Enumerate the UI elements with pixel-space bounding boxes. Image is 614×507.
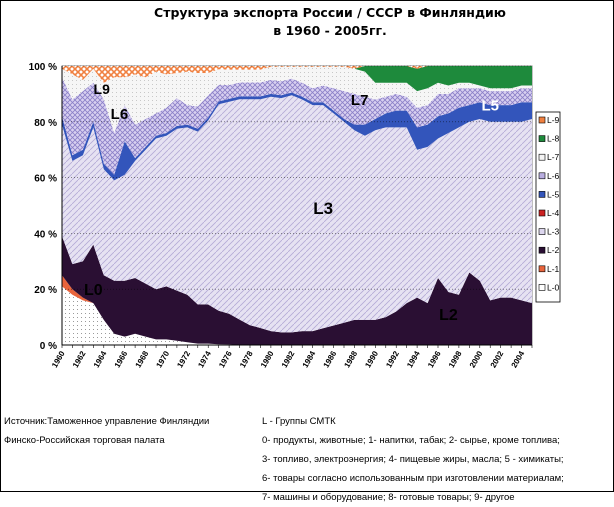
source-line: Источник:Таможенное управление Финляндии xyxy=(4,416,210,427)
group-legend-line: 7- машины и оборудование; 8- готовые тов… xyxy=(262,492,515,503)
legend-swatch-l-4 xyxy=(538,209,546,217)
group-legend-line: 0- продукты, животные; 1- напитки, табак… xyxy=(262,435,560,446)
legend-label-l-8: L-8 xyxy=(547,134,560,144)
x-tick-label: 1992 xyxy=(384,349,401,369)
legend-swatch-l-7 xyxy=(538,153,546,161)
annotation-l9: L9 xyxy=(94,81,111,97)
x-tick-label: 2002 xyxy=(489,349,506,369)
y-tick-label: 100 % xyxy=(29,62,57,73)
x-tick-label: 1960 xyxy=(50,349,67,369)
source-line: Финско-Российская торговая палата xyxy=(4,435,165,446)
x-tick-label: 1970 xyxy=(154,349,171,369)
legend-swatch-l-9 xyxy=(538,116,546,124)
annotation-l5: L5 xyxy=(481,98,499,115)
group-legend-title: L - Группы СМТК xyxy=(262,416,336,427)
y-tick-label: 40 % xyxy=(34,229,57,240)
area-l-5 xyxy=(62,92,532,181)
x-tick-label: 1984 xyxy=(301,349,318,369)
x-tick-label: 1998 xyxy=(447,349,464,369)
source-note: Источник:Таможенное управление Финляндии… xyxy=(4,412,209,450)
area-l-8 xyxy=(62,66,532,92)
annotation-l7: L7 xyxy=(351,92,369,109)
x-tick-label: 1988 xyxy=(342,349,359,369)
legend-swatch-l-8 xyxy=(538,135,546,142)
area-l-6 xyxy=(62,77,532,175)
group-legend-line: 3- топливо, электроэнергия; 4- пищевые ж… xyxy=(262,454,564,465)
y-tick-label: 20 % xyxy=(34,285,57,296)
x-tick-label: 1980 xyxy=(259,349,276,369)
legend-label-l-1: L-1 xyxy=(547,264,560,274)
x-tick-label: 1996 xyxy=(426,349,443,369)
legend-label-l-7: L-7 xyxy=(547,152,560,162)
y-tick-label: 60 % xyxy=(34,174,57,185)
x-tick-label: 1972 xyxy=(175,349,192,369)
x-tick-label: 1974 xyxy=(196,349,213,369)
x-tick-label: 1964 xyxy=(92,349,109,369)
area-l-9 xyxy=(62,66,532,83)
area-l-2 xyxy=(62,236,532,345)
legend-swatch-l-3 xyxy=(538,228,546,235)
legend-label-l-9: L-9 xyxy=(547,115,560,125)
chart-title: Структура экспорта России / СССР в Финля… xyxy=(154,5,506,38)
legend-swatch-l-5 xyxy=(538,191,546,198)
x-tick-label: 1986 xyxy=(322,349,339,369)
legend-label-l-5: L-5 xyxy=(547,189,560,199)
y-tick-label: 0 % xyxy=(40,341,57,352)
annotation-l0: L0 xyxy=(84,282,103,299)
annotation-l2: L2 xyxy=(439,307,458,324)
legend-label-l-3: L-3 xyxy=(547,227,560,237)
x-tick-label: 1982 xyxy=(280,349,297,369)
legend-swatch-l-1 xyxy=(538,265,546,273)
annotation-l3: L3 xyxy=(313,199,333,218)
legend-swatch-l-6 xyxy=(538,172,546,180)
area-l-3 xyxy=(62,95,532,333)
legend-label-l-4: L-4 xyxy=(547,208,560,218)
annotation-l6: L6 xyxy=(111,106,129,123)
x-tick-label: 1990 xyxy=(363,349,380,369)
x-tick-label: 1966 xyxy=(113,349,130,369)
x-tick-label: 1994 xyxy=(405,349,422,369)
group-legend-note: L - Группы СМТК 0- продукты, животные; 1… xyxy=(262,412,564,507)
x-tick-label: 1968 xyxy=(134,349,151,369)
x-tick-label: 1976 xyxy=(217,349,234,369)
x-tick-label: 2000 xyxy=(468,349,485,369)
area-l-0 xyxy=(62,286,532,345)
group-legend-line: 6- товары согласно использованным при из… xyxy=(262,473,564,484)
stacked-area-chart: 0 % 20 % 40 % 60 % 80 % 100 % 1960 1962 1964 1966… xyxy=(29,62,561,369)
legend-swatch-l-0 xyxy=(538,284,546,291)
x-tick-label: 2004 xyxy=(510,349,527,369)
legend-label-l-6: L-6 xyxy=(547,171,560,181)
area-l-7 xyxy=(62,66,532,133)
y-tick-label: 80 % xyxy=(34,118,57,129)
x-tick-label: 1962 xyxy=(71,349,88,369)
legend-swatch-l-2 xyxy=(538,246,546,254)
legend-label-l-2: L-2 xyxy=(547,245,560,255)
x-tick-label: 1978 xyxy=(238,349,255,369)
legend-label-l-0: L-0 xyxy=(547,282,560,292)
